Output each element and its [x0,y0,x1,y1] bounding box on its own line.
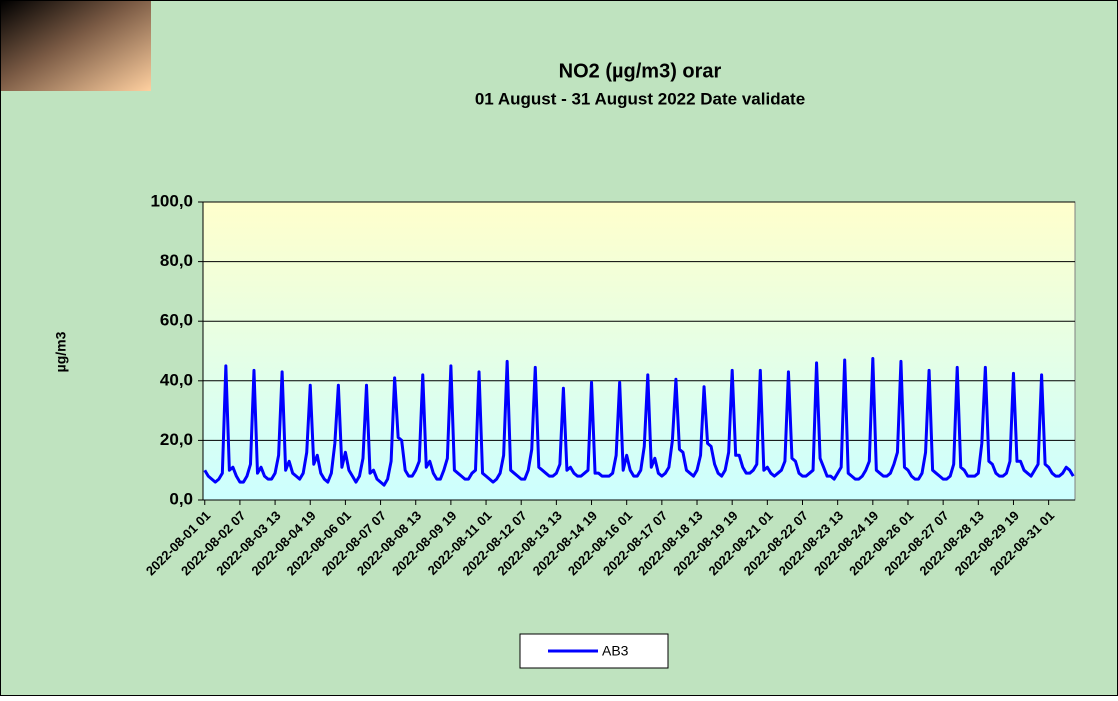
y-tick-label: 100,0 [150,191,193,210]
y-tick-label: 20,0 [160,430,193,449]
y-tick-label: 40,0 [160,370,193,389]
y-tick-label: 80,0 [160,251,193,270]
data-line [203,356,1075,487]
y-axis-label: µg/m3 [53,331,69,372]
corner-decoration [1,1,151,91]
legend-label: AB3 [602,643,629,659]
y-tick-label: 0,0 [169,489,193,508]
y-tick-label: 60,0 [160,311,193,330]
chart-title: NO2 (µg/m3) orar [559,60,722,82]
plot-area [202,201,1076,501]
chart-subtitle: 01 August - 31 August 2022 Date validate [475,89,805,108]
